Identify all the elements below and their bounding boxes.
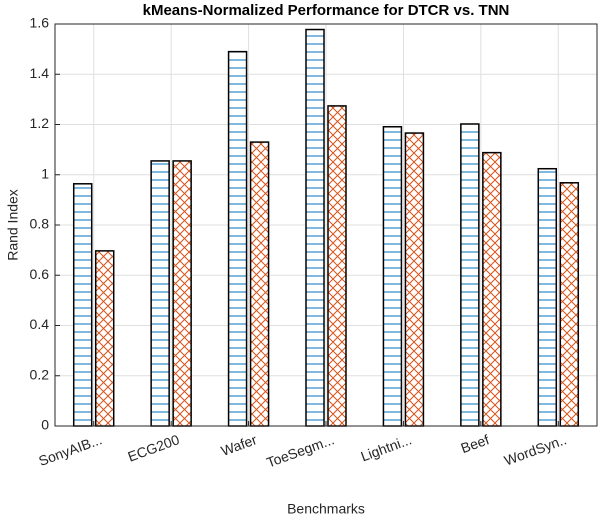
bar <box>382 126 403 427</box>
y-tick-label: 0 <box>41 417 49 433</box>
bar <box>172 160 192 427</box>
bar <box>537 167 558 427</box>
y-tick-label: 1.6 <box>30 15 50 31</box>
bar <box>559 182 580 427</box>
y-tick-label: 1 <box>41 165 49 181</box>
bar <box>150 160 170 427</box>
bar <box>327 105 347 427</box>
y-tick-label: 0.4 <box>30 316 50 332</box>
bar <box>404 132 425 427</box>
y-tick-label: 0.6 <box>30 266 50 282</box>
y-tick-label: 1.2 <box>30 115 50 131</box>
bar <box>305 28 325 427</box>
y-axis-label: Rand Index <box>5 189 21 261</box>
bar <box>460 123 480 427</box>
x-axis-label: Benchmarks <box>287 501 365 517</box>
bar <box>72 183 93 427</box>
axes-box <box>54 23 598 427</box>
bar <box>482 151 502 427</box>
bar <box>249 141 270 427</box>
bar <box>94 250 115 427</box>
y-tick-label: 0.8 <box>30 216 50 232</box>
bar <box>227 50 248 427</box>
y-tick-label: 0.2 <box>30 366 50 382</box>
y-tick-label: 1.4 <box>30 65 50 81</box>
chart-title: kMeans-Normalized Performance for DTCR v… <box>143 2 510 19</box>
